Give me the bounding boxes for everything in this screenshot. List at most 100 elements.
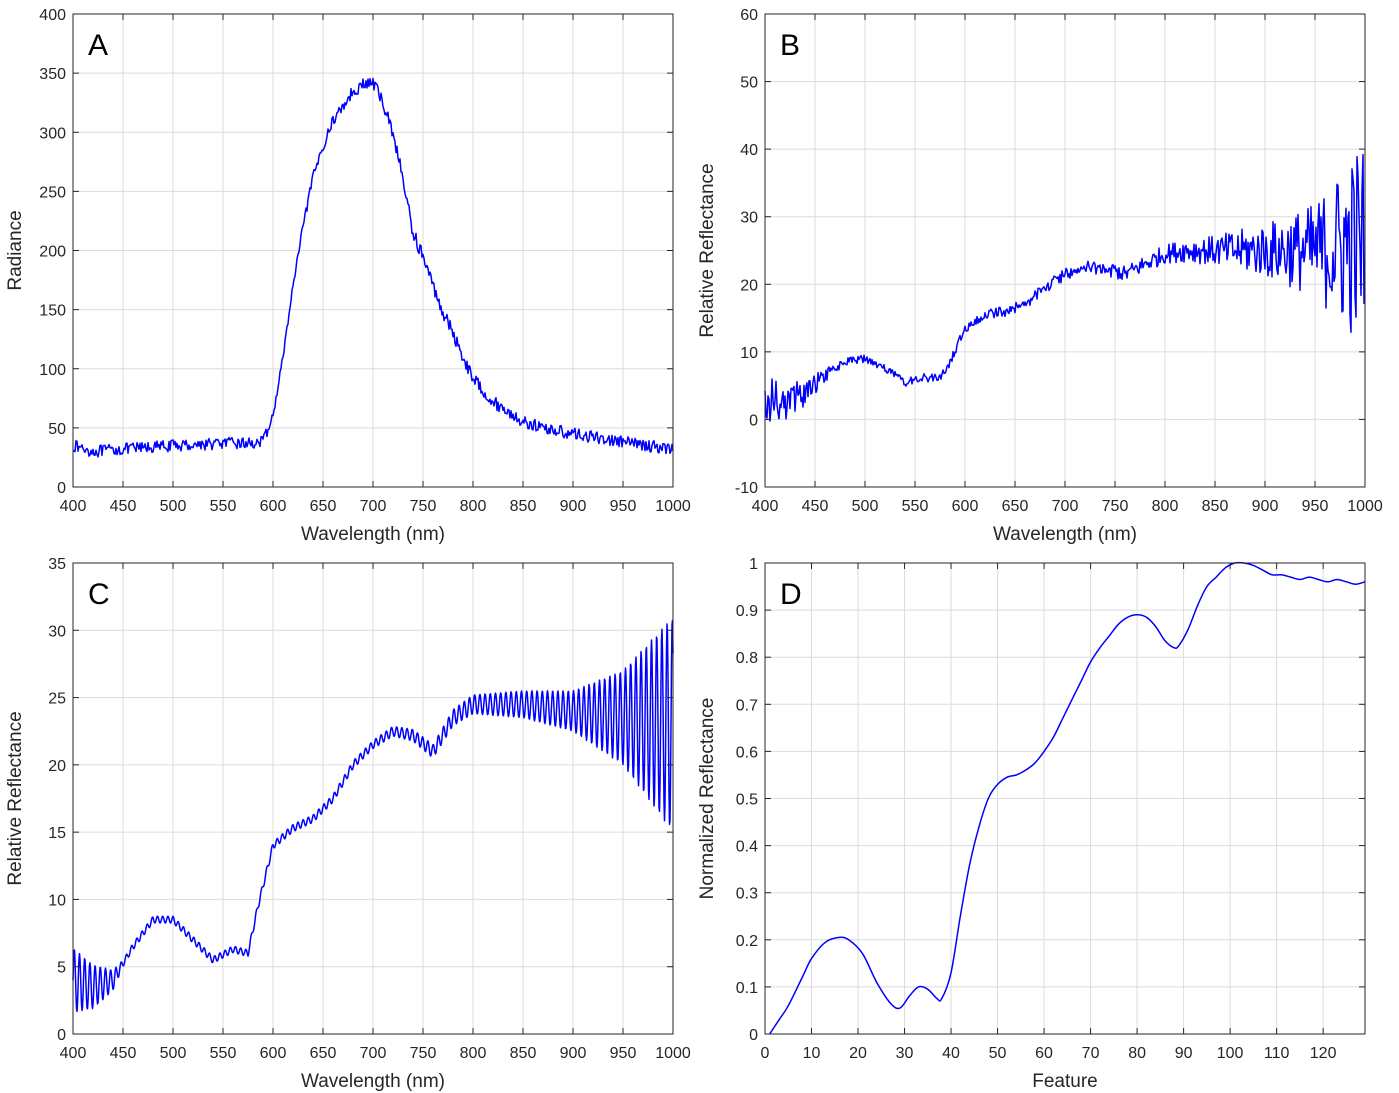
- x-tick-label: 100: [1217, 1045, 1244, 1062]
- x-tick-label: 950: [1302, 498, 1329, 515]
- y-tick-label: 0.4: [736, 839, 758, 856]
- x-tick-label: 550: [902, 498, 929, 515]
- series-line: [769, 561, 1366, 1035]
- y-tick-label: 0: [749, 412, 758, 429]
- x-tick-label: 800: [460, 498, 487, 515]
- x-tick-label: 850: [1202, 498, 1229, 515]
- y-tick-label: 5: [57, 960, 66, 977]
- y-tick-label: 30: [740, 210, 758, 227]
- y-tick-label: 0.7: [736, 697, 758, 714]
- x-tick-label: 800: [460, 1045, 487, 1062]
- y-tick-label: 30: [48, 623, 66, 640]
- y-tick-label: 50: [740, 75, 758, 92]
- chart-panel-c: 400 450 500 550 600 650 700 750 800 850 900 950 1000…: [5, 556, 691, 1092]
- y-tick-label: 300: [39, 125, 66, 142]
- x-tick-label: 550: [210, 1045, 237, 1062]
- chart-panel-a: 400 450 500 550 600 650 700 750 800 850 900 950 1000…: [5, 7, 691, 545]
- x-tick-label: 10: [803, 1045, 821, 1062]
- y-tick-label: 150: [39, 303, 66, 320]
- y-tick-label: 0: [57, 480, 66, 497]
- y-tick-label: 0.3: [736, 886, 758, 903]
- x-tick-label: 650: [310, 1045, 337, 1062]
- y-tick-label: 200: [39, 244, 66, 261]
- x-tick-label: 60: [1035, 1045, 1053, 1062]
- y-tick-label: 0: [57, 1027, 66, 1044]
- y-tick-label: 1: [749, 556, 758, 573]
- y-tick-label: 20: [48, 758, 66, 775]
- y-tick-label: 0.8: [736, 650, 758, 667]
- y-tick-label: 350: [39, 66, 66, 83]
- y-axis-label: Normalized Reflectance: [697, 698, 718, 900]
- y-tick-label: 50: [48, 421, 66, 438]
- y-tick-label: 10: [48, 892, 66, 909]
- x-tick-label: 750: [410, 1045, 437, 1062]
- x-tick-label: 400: [60, 1045, 87, 1062]
- x-tick-label: 750: [410, 498, 437, 515]
- x-tick-label: 40: [942, 1045, 960, 1062]
- x-tick-label: 900: [1252, 498, 1279, 515]
- x-tick-label: 1000: [1347, 498, 1383, 515]
- y-tick-label: -10: [735, 480, 758, 497]
- x-tick-label: 20: [849, 1045, 867, 1062]
- x-tick-label: 80: [1128, 1045, 1146, 1062]
- x-tick-label: 950: [610, 498, 637, 515]
- x-tick-label: 600: [260, 1045, 287, 1062]
- y-tick-label: 0.1: [736, 980, 758, 997]
- y-tick-label: 60: [740, 7, 758, 24]
- x-tick-label: 900: [560, 498, 587, 515]
- x-tick-label: 0: [761, 1045, 770, 1062]
- chart-panel-b: 400 450 500 550 600 650 700 750 800 850 900 950 1000…: [697, 7, 1383, 545]
- x-axis-label: Wavelength (nm): [301, 524, 445, 545]
- y-tick-label: 0.5: [736, 792, 758, 809]
- y-tick-label: 0.2: [736, 933, 758, 950]
- chart-panel-d: 0 10 20 30 40 50 60 70 80 90 100 110 120 0 0.1 0.2 0.3 0.…: [697, 556, 1366, 1092]
- x-tick-label: 120: [1310, 1045, 1337, 1062]
- x-tick-label: 50: [989, 1045, 1007, 1062]
- y-axis-label: Radiance: [5, 210, 26, 290]
- x-tick-label: 70: [1082, 1045, 1100, 1062]
- x-tick-label: 850: [510, 1045, 537, 1062]
- y-tick-label: 20: [740, 277, 758, 294]
- x-tick-label: 800: [1152, 498, 1179, 515]
- x-axis-label: Feature: [1032, 1071, 1097, 1092]
- y-tick-label: 35: [48, 556, 66, 573]
- panel-label: D: [780, 578, 802, 611]
- y-tick-label: 10: [740, 345, 758, 362]
- x-tick-label: 450: [802, 498, 829, 515]
- y-tick-label: 0.6: [736, 744, 758, 761]
- x-tick-label: 850: [510, 498, 537, 515]
- x-tick-label: 500: [160, 1045, 187, 1062]
- series-line: [72, 619, 674, 1013]
- y-axis-label: Relative Reflectance: [5, 711, 26, 885]
- x-tick-label: 1000: [655, 1045, 691, 1062]
- x-tick-label: 550: [210, 498, 237, 515]
- panel-label: A: [88, 29, 108, 62]
- x-tick-label: 650: [1002, 498, 1029, 515]
- y-tick-label: 25: [48, 691, 66, 708]
- y-tick-label: 250: [39, 184, 66, 201]
- x-tick-label: 400: [60, 498, 87, 515]
- y-tick-label: 0.9: [736, 603, 758, 620]
- y-tick-label: 40: [740, 142, 758, 159]
- x-tick-label: 900: [560, 1045, 587, 1062]
- x-tick-label: 450: [110, 498, 137, 515]
- series-line: [72, 77, 674, 458]
- x-tick-label: 90: [1175, 1045, 1193, 1062]
- x-tick-label: 30: [896, 1045, 914, 1062]
- x-axis-label: Wavelength (nm): [301, 1071, 445, 1092]
- y-tick-label: 400: [39, 7, 66, 24]
- x-tick-label: 650: [310, 498, 337, 515]
- x-tick-label: 600: [952, 498, 979, 515]
- x-tick-label: 500: [160, 498, 187, 515]
- x-tick-label: 400: [752, 498, 779, 515]
- x-tick-label: 700: [360, 1045, 387, 1062]
- x-tick-label: 500: [852, 498, 879, 515]
- y-tick-label: 0: [749, 1027, 758, 1044]
- x-tick-label: 110: [1264, 1045, 1290, 1062]
- panel-label: C: [88, 578, 110, 611]
- panel-label: B: [780, 29, 800, 62]
- x-axis-label: Wavelength (nm): [993, 524, 1137, 545]
- y-axis-label: Relative Reflectance: [697, 163, 718, 337]
- series-line: [764, 153, 1366, 422]
